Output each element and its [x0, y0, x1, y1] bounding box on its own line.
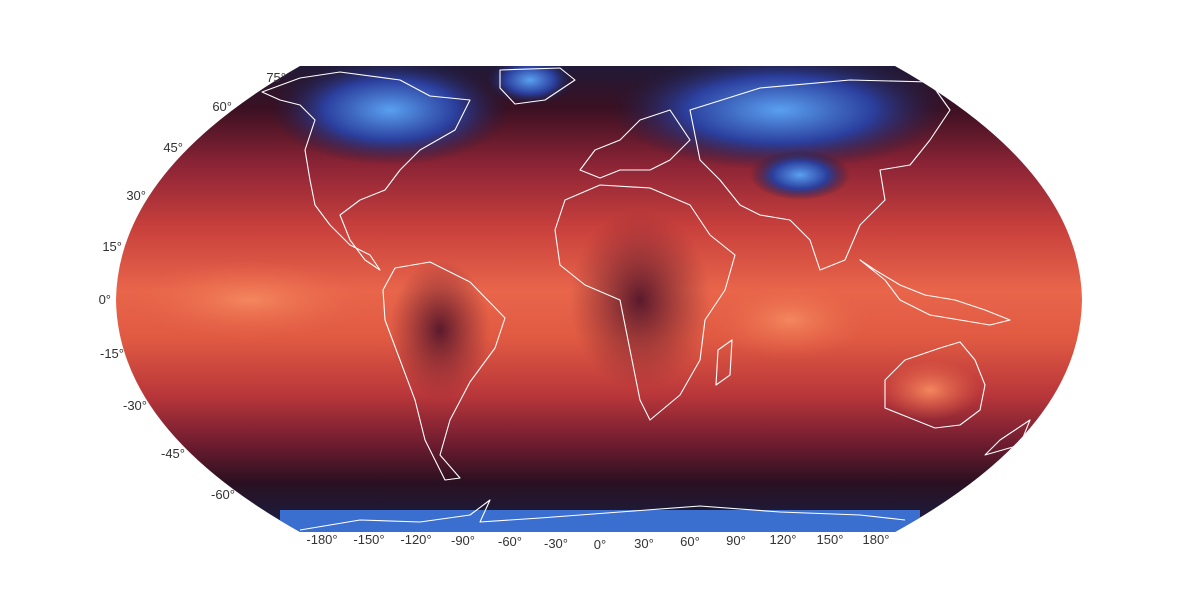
north-america-coastline — [261, 71, 471, 271]
lon-label-150: 150° — [817, 532, 844, 547]
lat-label-60: 60° — [212, 99, 232, 114]
lon-label-minus60: -60° — [498, 534, 522, 549]
lon-label-minus90: -90° — [451, 533, 475, 548]
lon-label-90: 90° — [726, 533, 746, 548]
lon-label-minus120: -120° — [400, 532, 431, 547]
southeast-asia-coastline — [859, 259, 1011, 326]
globe-field — [116, 66, 1082, 532]
lon-label-0: 0° — [594, 537, 606, 552]
lat-label-minus15: -15° — [100, 346, 124, 361]
lat-label-minus30: -30° — [123, 398, 147, 413]
lat-label-minus60: -60° — [211, 487, 235, 502]
australia-hot-region — [880, 360, 980, 420]
antarctica-coastline — [299, 499, 906, 531]
greenland-cold-region — [485, 66, 575, 105]
greenland-coastline — [499, 67, 576, 105]
lon-label-180: 180° — [863, 532, 890, 547]
europe-coastline — [579, 109, 691, 179]
lat-label-minus45: -45° — [161, 446, 185, 461]
north-america-cold-region — [270, 66, 510, 165]
new-zealand-coastline — [984, 419, 1031, 456]
madagascar-coastline — [715, 339, 733, 386]
africa-coastline — [554, 184, 736, 421]
lat-label-15: 15° — [102, 239, 122, 254]
south-america-coastline — [382, 261, 506, 481]
australia-coastline — [884, 341, 986, 429]
lat-label-75: 75° — [266, 70, 286, 85]
lat-label-45: 45° — [163, 140, 183, 155]
siberia-cold-region — [610, 66, 950, 170]
south-america-dark-region — [390, 260, 490, 400]
lon-label-minus150: -150° — [353, 532, 384, 547]
lon-label-minus180: -180° — [306, 532, 337, 547]
lat-label-0: 0° — [99, 292, 111, 307]
indian-ocean-warm-region — [710, 280, 870, 360]
lon-label-120: 120° — [770, 532, 797, 547]
lat-label-30: 30° — [126, 188, 146, 203]
lon-label-60: 60° — [680, 534, 700, 549]
pacific-warm-region — [130, 260, 370, 340]
lon-label-minus30: -30° — [544, 536, 568, 551]
antarctica-cold-region — [280, 510, 920, 532]
tibet-cold-region — [750, 150, 850, 200]
lon-label-30: 30° — [634, 536, 654, 551]
africa-dark-region — [570, 210, 710, 390]
